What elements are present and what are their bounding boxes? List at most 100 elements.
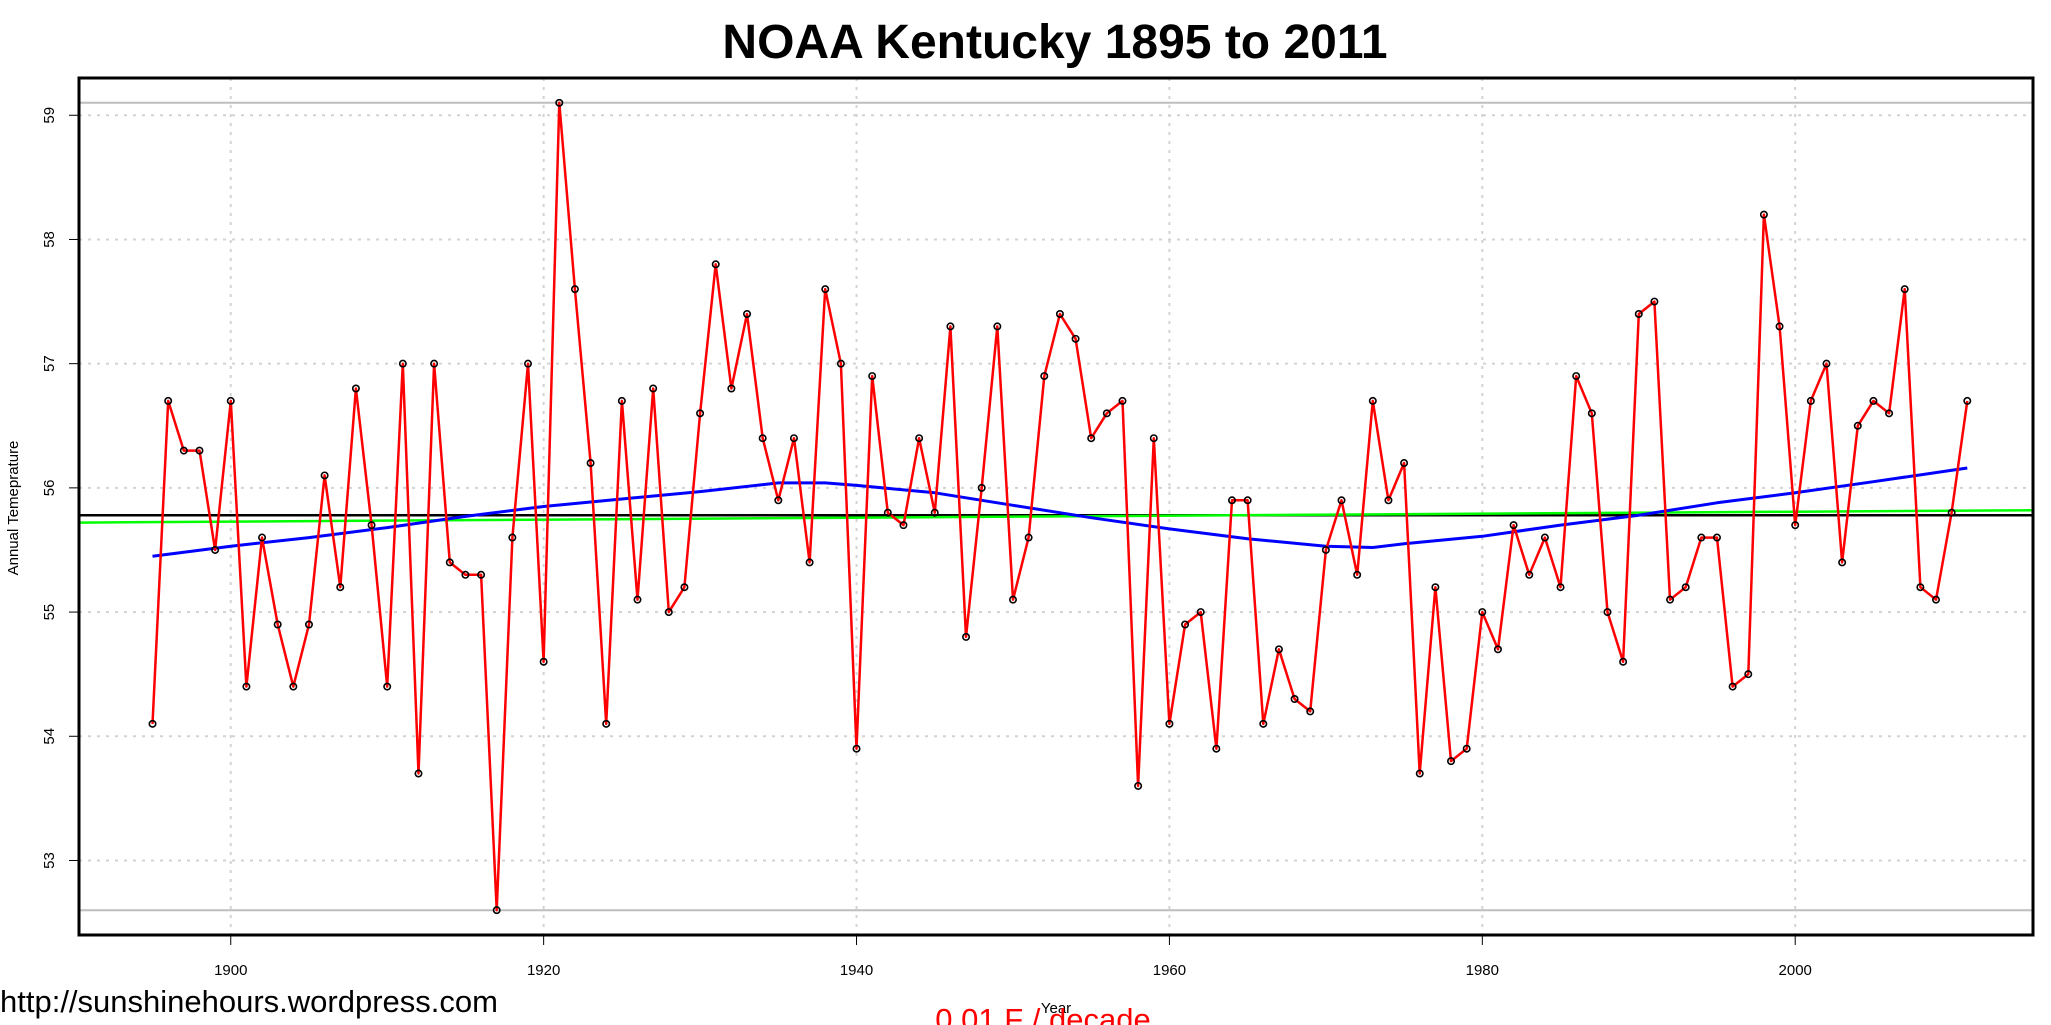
data-point xyxy=(1759,210,1768,219)
data-point xyxy=(445,558,454,567)
data-point xyxy=(1728,682,1737,691)
y-tick-label: 57 xyxy=(41,355,58,372)
x-tick-label: 1920 xyxy=(527,962,560,979)
data-point xyxy=(1040,372,1049,381)
data-point xyxy=(1118,396,1127,405)
data-point xyxy=(1556,583,1565,592)
data-point xyxy=(1650,297,1659,306)
data-point xyxy=(461,570,470,579)
data-point xyxy=(398,359,407,368)
data-point xyxy=(273,620,282,629)
data-point xyxy=(1963,396,1972,405)
data-point xyxy=(1587,409,1596,418)
data-point xyxy=(789,434,798,443)
plot-frame xyxy=(77,76,2035,937)
data-point xyxy=(680,583,689,592)
data-point xyxy=(602,719,611,728)
y-tick-label: 58 xyxy=(41,231,58,248)
x-tick-label: 1900 xyxy=(214,962,247,979)
data-point xyxy=(1900,285,1909,294)
x-tick-label: 1940 xyxy=(840,962,873,979)
markers-layer xyxy=(148,98,1972,915)
x-tick-label: 1960 xyxy=(1153,962,1186,979)
data-point xyxy=(1791,521,1800,530)
data-point xyxy=(383,682,392,691)
data-point xyxy=(852,744,861,753)
reference-lines xyxy=(78,101,2034,912)
data-point xyxy=(930,508,939,517)
data-point xyxy=(555,98,564,107)
data-point xyxy=(1775,322,1784,331)
x-axis-label: Year xyxy=(1041,1000,1071,1017)
data-point xyxy=(258,533,267,542)
data-point xyxy=(226,396,235,405)
y-tick-label: 54 xyxy=(41,728,58,745)
data-point xyxy=(1212,744,1221,753)
data-point xyxy=(649,384,658,393)
data-point xyxy=(1744,670,1753,679)
data-point xyxy=(1055,309,1064,318)
data-point xyxy=(1431,583,1440,592)
data-point xyxy=(743,309,752,318)
data-point xyxy=(179,446,188,455)
data-point xyxy=(195,446,204,455)
data-point xyxy=(977,483,986,492)
data-point xyxy=(539,657,548,666)
data-point xyxy=(508,533,517,542)
data-point xyxy=(1853,421,1862,430)
data-point xyxy=(1196,608,1205,617)
data-point xyxy=(1071,334,1080,343)
data-point xyxy=(1368,396,1377,405)
data-point xyxy=(1102,409,1111,418)
data-point xyxy=(805,558,814,567)
data-point xyxy=(617,396,626,405)
data-point xyxy=(946,322,955,331)
data-point xyxy=(727,384,736,393)
data-point xyxy=(1400,459,1409,468)
data-point xyxy=(1681,583,1690,592)
data-point xyxy=(1087,434,1096,443)
trend-label: 0.01 F / decade xyxy=(935,1002,1150,1025)
data-point xyxy=(586,459,595,468)
y-tick-label: 55 xyxy=(41,604,58,621)
data-point xyxy=(1697,533,1706,542)
data-point xyxy=(1149,434,1158,443)
series-layer xyxy=(151,101,1969,912)
data-point xyxy=(868,372,877,381)
data-point xyxy=(1259,719,1268,728)
data-point xyxy=(836,359,845,368)
data-point xyxy=(1447,757,1456,766)
data-point xyxy=(1337,496,1346,505)
data-point xyxy=(1666,595,1675,604)
temperature-series-line xyxy=(151,101,1969,912)
data-point xyxy=(320,471,329,480)
data-point xyxy=(570,285,579,294)
data-point xyxy=(1932,595,1941,604)
data-point xyxy=(1462,744,1471,753)
data-point xyxy=(1838,558,1847,567)
data-point xyxy=(1274,645,1283,654)
data-point xyxy=(1885,409,1894,418)
data-point xyxy=(1712,533,1721,542)
data-point xyxy=(477,570,486,579)
data-point xyxy=(1540,533,1549,542)
data-point xyxy=(664,608,673,617)
data-point xyxy=(1493,645,1502,654)
data-point xyxy=(1478,608,1487,617)
data-point xyxy=(962,632,971,641)
data-point xyxy=(1509,521,1518,530)
data-point xyxy=(821,285,830,294)
data-point xyxy=(1134,781,1143,790)
data-point xyxy=(336,583,345,592)
data-point xyxy=(1603,608,1612,617)
data-point xyxy=(164,396,173,405)
data-point xyxy=(1321,545,1330,554)
data-point xyxy=(1947,508,1956,517)
data-point xyxy=(633,595,642,604)
data-point xyxy=(148,719,157,728)
data-point xyxy=(1306,707,1315,716)
data-point xyxy=(242,682,251,691)
y-axis-label: Annual Temeprature xyxy=(5,441,22,576)
x-axis: 1900 1920 1940 1960 1980 2000 xyxy=(214,935,1812,979)
